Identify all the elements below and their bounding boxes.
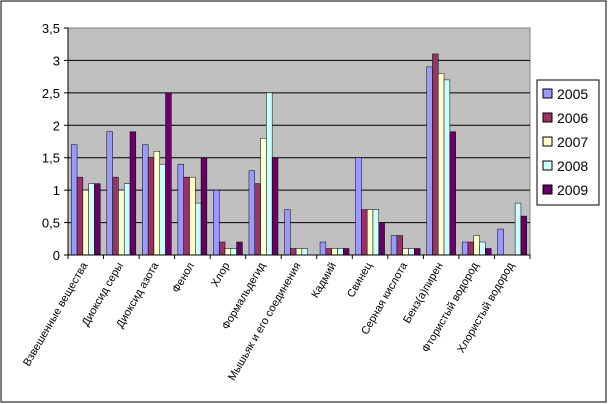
bar-2009-5 <box>271 157 279 256</box>
bar-2007-9 <box>402 248 409 256</box>
y-tick-label: 0 <box>53 248 60 263</box>
bar-2008-0 <box>88 183 95 256</box>
bar-2005-5 <box>248 170 256 256</box>
y-tick-label: 0,5 <box>42 216 60 231</box>
bar-2006-6 <box>290 248 297 256</box>
bar-2009-12 <box>520 215 527 256</box>
bar-2007-7 <box>331 248 338 256</box>
plot-area <box>67 27 531 256</box>
bar-2007-10 <box>438 73 445 256</box>
bar-2007-0 <box>82 189 89 256</box>
bar-2006-4 <box>218 241 226 256</box>
bar-2007-2 <box>153 150 160 256</box>
bar-2008-4 <box>230 248 237 256</box>
legend-label-2005: 2005 <box>557 86 588 102</box>
bar-2005-4 <box>213 189 220 256</box>
bar-2006-9 <box>396 235 403 256</box>
bar-2007-1 <box>118 189 125 256</box>
bar-2007-8 <box>366 209 374 256</box>
bar-2007-11 <box>473 235 480 256</box>
legend-swatch-2006 <box>542 112 553 123</box>
bar-2005-1 <box>106 131 113 256</box>
axes <box>67 28 531 259</box>
bar-2005-0 <box>71 144 78 256</box>
y-tick-label: 1 <box>53 183 60 198</box>
bar-2005-7 <box>319 241 327 256</box>
legend-label-2007: 2007 <box>557 134 588 150</box>
legend-swatch-2009 <box>542 184 553 195</box>
y-tick-labels: 0 0,5 1 1,5 2 2,5 3 3,5 <box>42 21 60 263</box>
y-tick-label: 3,5 <box>42 21 60 36</box>
bar-2009-10 <box>449 131 456 256</box>
bar-2008-2 <box>159 163 166 256</box>
bar-2006-3 <box>183 176 190 256</box>
bar-2005-2 <box>142 144 149 256</box>
bar-2009-9 <box>414 248 421 256</box>
bar-2007-6 <box>295 248 303 256</box>
bar-2008-3 <box>195 202 202 256</box>
legend-swatch-2005 <box>542 88 553 99</box>
bar-2009-0 <box>94 183 101 256</box>
y-tick-label: 3 <box>53 53 60 68</box>
legend-swatch-2008 <box>542 160 553 171</box>
bar-2008-1 <box>123 183 131 256</box>
bar-2005-3 <box>177 163 184 256</box>
bar-2006-8 <box>361 209 368 256</box>
bar-2009-1 <box>129 131 137 256</box>
bar-2005-6 <box>284 209 291 256</box>
bar-2008-6 <box>301 248 308 256</box>
bar-2009-7 <box>342 248 350 256</box>
bar-2007-4 <box>224 248 232 256</box>
y-tick-label: 1,5 <box>42 151 60 166</box>
bar-2008-12 <box>514 202 522 256</box>
bar-2009-11 <box>485 248 492 256</box>
bar-2006-7 <box>325 248 332 256</box>
bar-2008-9 <box>408 248 415 256</box>
bar-2005-12 <box>497 228 504 256</box>
bar-2006-10 <box>432 53 439 256</box>
legend-label-2009: 2009 <box>557 182 588 198</box>
bar-2005-10 <box>426 66 433 256</box>
bar-2005-11 <box>461 241 469 256</box>
bar-2005-9 <box>390 235 398 256</box>
bar-2008-10 <box>443 79 451 256</box>
bar-2008-8 <box>372 209 380 256</box>
bar-2006-1 <box>112 176 119 256</box>
bar-2006-2 <box>147 157 155 256</box>
bar-2008-11 <box>479 241 486 256</box>
bar-2007-3 <box>189 176 196 256</box>
y-tick-label: 2 <box>53 118 60 133</box>
bar-2006-11 <box>467 241 475 256</box>
legend-swatch-2007 <box>542 136 553 147</box>
legend-label-2008: 2008 <box>557 158 588 174</box>
bar-2009-2 <box>165 92 172 256</box>
bar-2006-5 <box>254 183 261 256</box>
bar-2007-5 <box>260 138 267 256</box>
bar-2008-5 <box>266 92 273 256</box>
y-tick-label: 2,5 <box>42 86 60 101</box>
legend: 2005 2006 2007 2008 2009 <box>536 79 600 206</box>
bar-2009-4 <box>236 241 243 256</box>
bar-2005-8 <box>355 157 362 256</box>
bar-2006-0 <box>76 176 84 256</box>
bar-2008-7 <box>337 248 344 256</box>
bars <box>71 53 527 256</box>
bar-2009-8 <box>378 222 385 256</box>
bar-2009-3 <box>200 157 208 256</box>
legend-label-2006: 2006 <box>557 110 588 126</box>
